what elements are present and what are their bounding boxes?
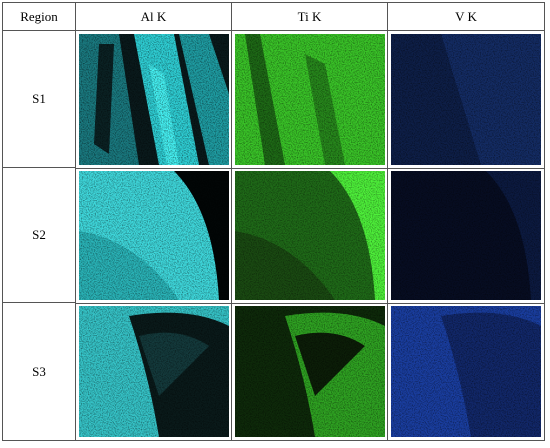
row-label: S2 bbox=[32, 227, 46, 242]
row-label-cell: S3 bbox=[3, 303, 76, 440]
header-cell: Al K bbox=[76, 3, 232, 31]
header-text: Region bbox=[20, 8, 58, 24]
row-label: S1 bbox=[32, 91, 46, 106]
header-text: Al K bbox=[140, 8, 167, 24]
row-line bbox=[76, 303, 544, 304]
header-cell: Region bbox=[3, 3, 76, 31]
al-map bbox=[79, 34, 229, 165]
v-map bbox=[391, 306, 541, 437]
v-map bbox=[391, 171, 541, 300]
v-map bbox=[391, 34, 541, 165]
ti-map bbox=[235, 34, 385, 165]
header-text: V K bbox=[455, 8, 477, 24]
column-cell bbox=[76, 31, 232, 440]
row-label: S3 bbox=[32, 363, 46, 379]
header-cell: V K bbox=[388, 3, 544, 31]
table: Region Al K Ti K V K S1 S2 S3 bbox=[2, 2, 545, 441]
column-cell bbox=[232, 31, 388, 440]
ti-map bbox=[235, 306, 385, 437]
header-cell: Ti K bbox=[232, 3, 388, 31]
ti-map bbox=[235, 171, 385, 300]
row-label-cell: S2 bbox=[3, 168, 76, 303]
row-label-cell: S1 bbox=[3, 31, 76, 168]
row-line bbox=[76, 168, 544, 169]
al-map bbox=[79, 306, 229, 437]
header-text: Ti K bbox=[297, 8, 322, 24]
al-map bbox=[79, 171, 229, 300]
